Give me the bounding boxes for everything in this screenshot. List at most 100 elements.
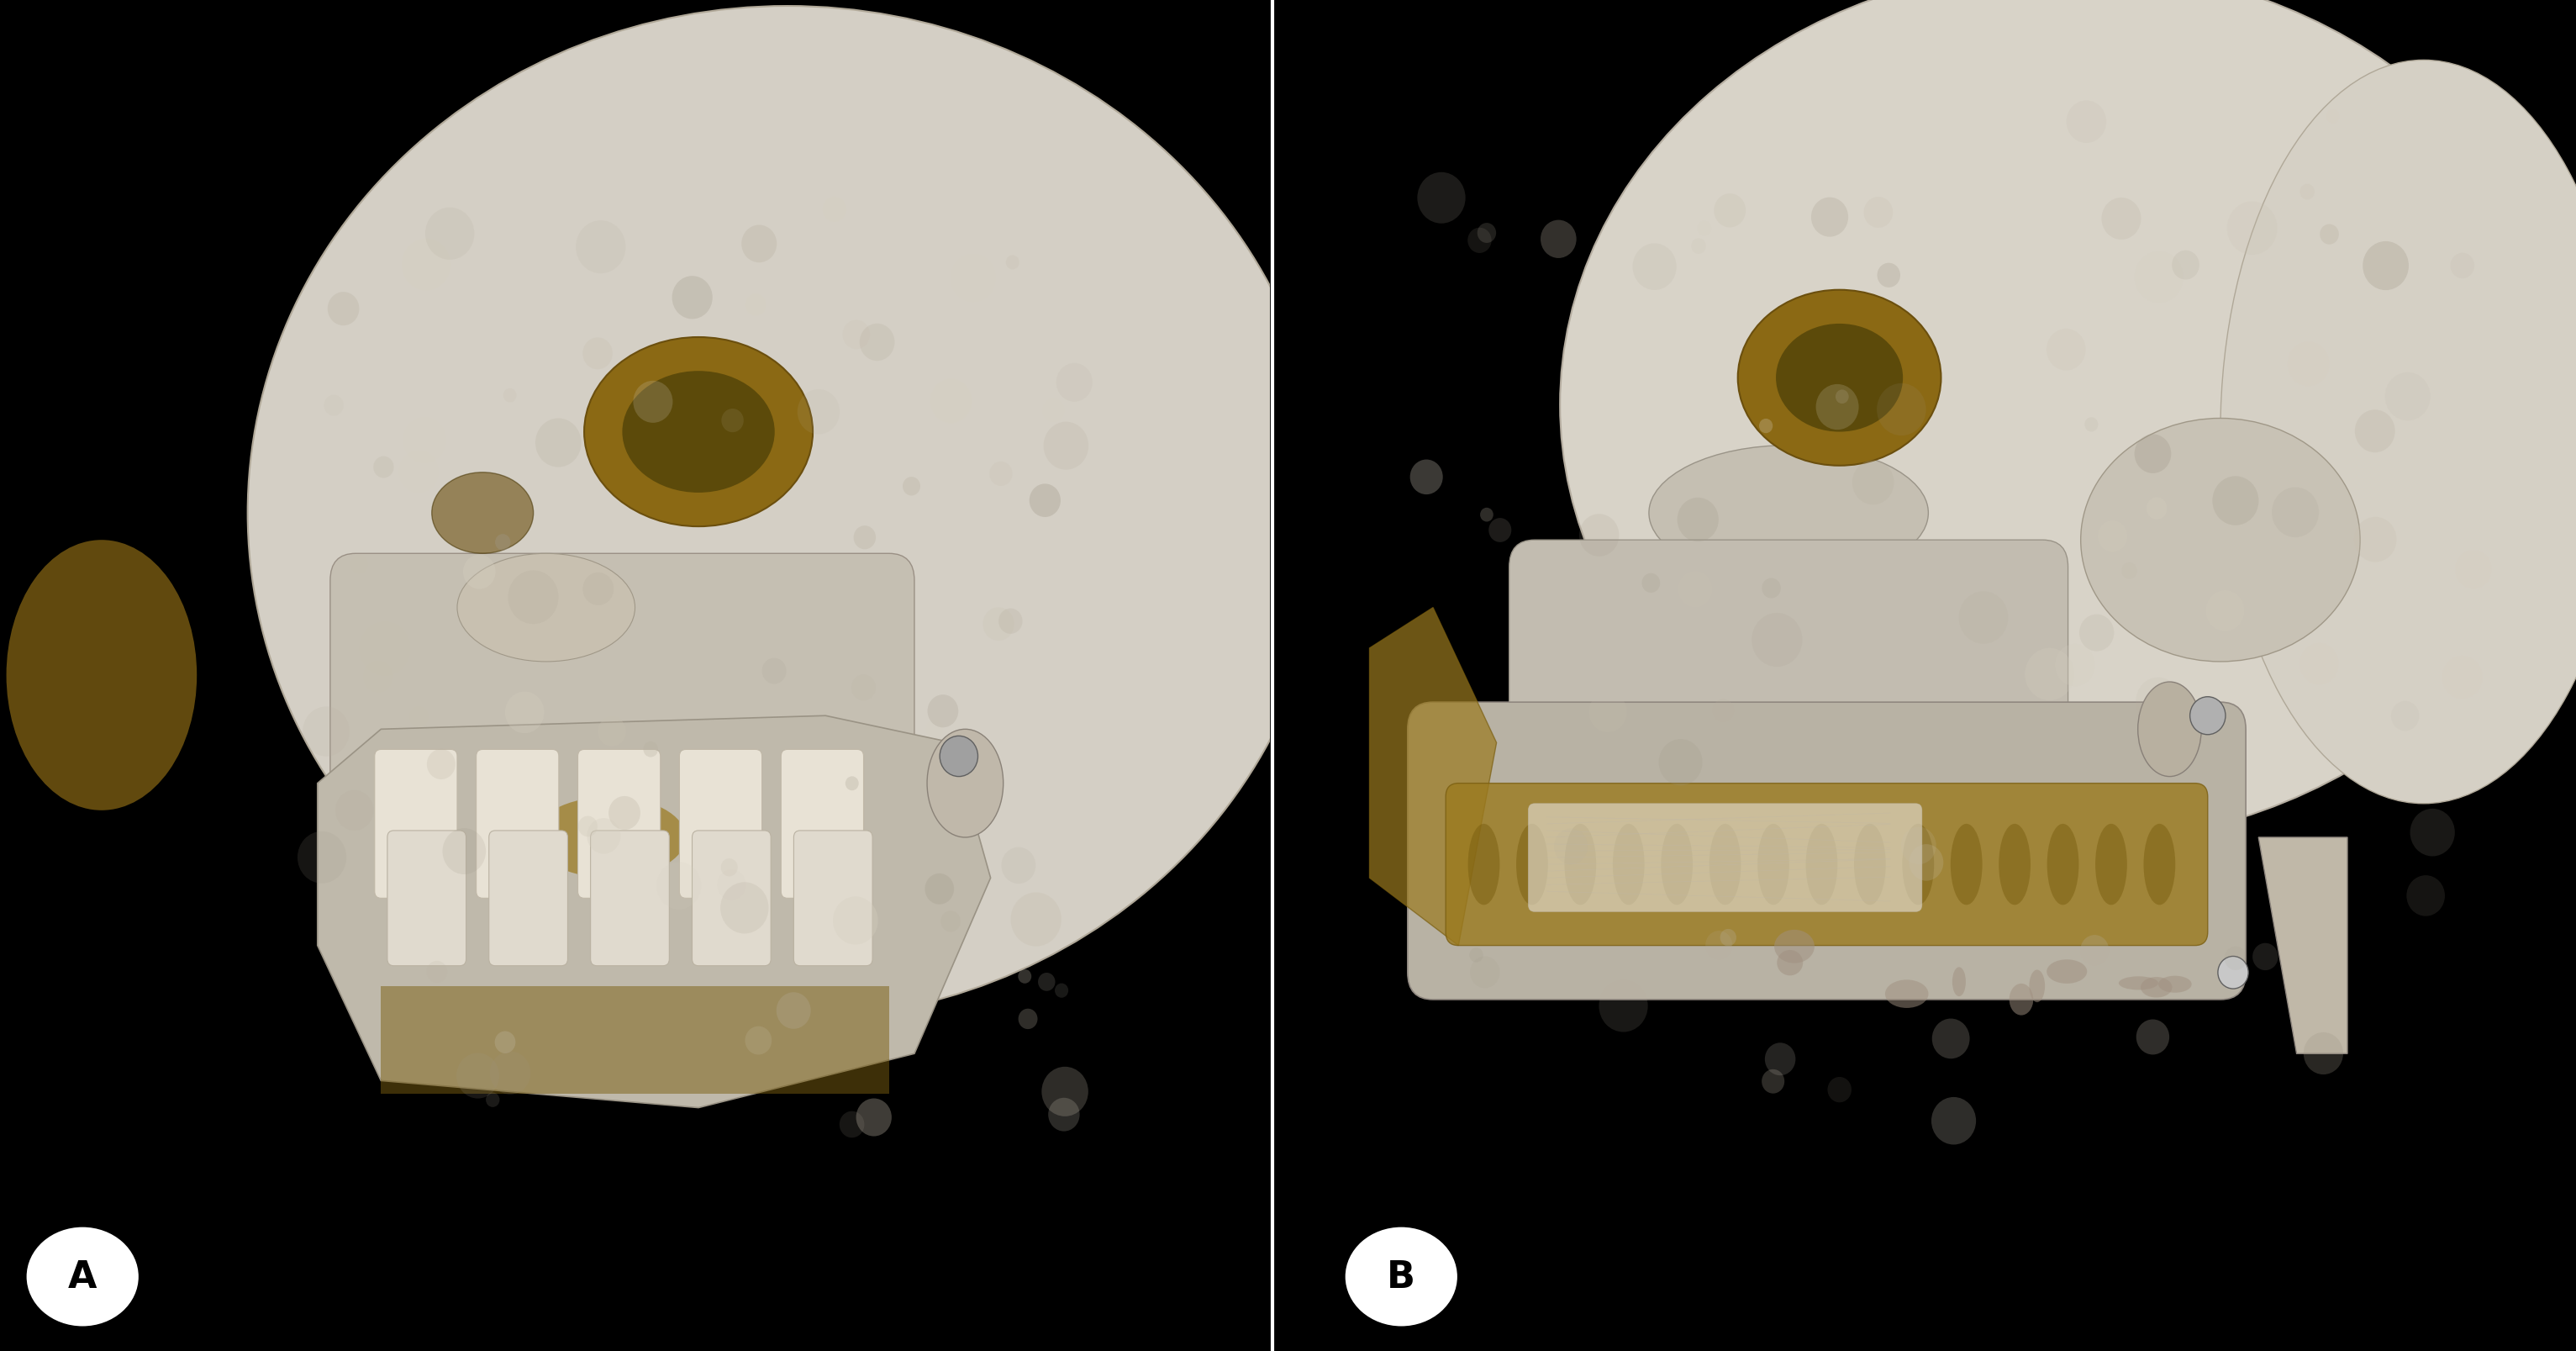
Circle shape: [2406, 875, 2445, 916]
Circle shape: [361, 621, 410, 676]
Circle shape: [940, 911, 961, 932]
Circle shape: [1489, 519, 1512, 543]
FancyBboxPatch shape: [1406, 703, 2246, 1000]
Circle shape: [2391, 701, 2419, 731]
FancyBboxPatch shape: [577, 750, 659, 898]
Ellipse shape: [247, 7, 1327, 1020]
Circle shape: [799, 390, 840, 435]
Ellipse shape: [1855, 824, 1886, 905]
Circle shape: [1005, 255, 1020, 270]
Circle shape: [1677, 571, 1713, 608]
Circle shape: [507, 570, 559, 624]
Ellipse shape: [1775, 929, 1814, 963]
Ellipse shape: [1886, 979, 1929, 1008]
Circle shape: [721, 859, 737, 877]
Circle shape: [1909, 844, 1942, 881]
Circle shape: [716, 870, 747, 901]
Circle shape: [402, 239, 451, 292]
Circle shape: [2045, 330, 2087, 372]
Circle shape: [832, 897, 878, 944]
Circle shape: [2136, 678, 2179, 725]
Circle shape: [363, 662, 392, 693]
Circle shape: [2450, 254, 2476, 280]
Circle shape: [2056, 644, 2094, 686]
Ellipse shape: [1649, 446, 1929, 581]
Circle shape: [577, 816, 598, 838]
Circle shape: [2354, 517, 2396, 562]
Ellipse shape: [1613, 824, 1643, 905]
Circle shape: [989, 462, 1012, 486]
FancyBboxPatch shape: [781, 750, 863, 898]
Ellipse shape: [1777, 950, 1803, 975]
Ellipse shape: [1775, 324, 1904, 432]
Circle shape: [1692, 239, 1705, 254]
Ellipse shape: [1564, 824, 1597, 905]
Circle shape: [2136, 1020, 2169, 1055]
Circle shape: [1030, 484, 1061, 517]
Circle shape: [2081, 935, 2110, 966]
Circle shape: [1837, 390, 1850, 404]
Ellipse shape: [456, 554, 636, 662]
Circle shape: [2084, 417, 2097, 432]
Circle shape: [775, 993, 811, 1029]
Circle shape: [1579, 515, 1620, 557]
Ellipse shape: [1662, 824, 1692, 905]
Circle shape: [1698, 222, 1710, 236]
Circle shape: [443, 828, 487, 874]
Circle shape: [951, 254, 997, 303]
Polygon shape: [1370, 608, 1497, 946]
FancyBboxPatch shape: [1445, 784, 2208, 946]
Circle shape: [1641, 574, 1659, 593]
Circle shape: [505, 692, 544, 734]
Polygon shape: [2259, 838, 2347, 1054]
Ellipse shape: [585, 338, 814, 527]
Circle shape: [1659, 739, 1703, 786]
Circle shape: [2228, 203, 2277, 255]
Circle shape: [744, 295, 765, 316]
Circle shape: [644, 742, 657, 758]
Circle shape: [1759, 419, 1772, 434]
Circle shape: [2226, 947, 2246, 970]
Ellipse shape: [26, 1227, 139, 1327]
Circle shape: [1852, 461, 1893, 505]
FancyBboxPatch shape: [793, 831, 873, 966]
Circle shape: [853, 526, 876, 550]
Circle shape: [2300, 185, 2316, 200]
Circle shape: [2300, 643, 2339, 685]
Circle shape: [327, 292, 358, 326]
Circle shape: [1705, 931, 1734, 959]
Text: A: A: [67, 1259, 98, 1294]
Ellipse shape: [2048, 824, 2079, 905]
Ellipse shape: [927, 730, 1002, 838]
Circle shape: [2218, 957, 2249, 989]
Ellipse shape: [2159, 975, 2192, 993]
Circle shape: [657, 862, 701, 909]
Circle shape: [325, 396, 343, 416]
Circle shape: [1010, 893, 1061, 947]
Circle shape: [2079, 615, 2115, 651]
Circle shape: [672, 277, 714, 320]
Circle shape: [2442, 657, 2483, 700]
Circle shape: [2190, 697, 2226, 735]
Circle shape: [2303, 1032, 2344, 1074]
Ellipse shape: [2141, 977, 2172, 998]
Ellipse shape: [2117, 977, 2159, 990]
FancyBboxPatch shape: [489, 831, 567, 966]
Ellipse shape: [374, 567, 693, 730]
Circle shape: [2102, 199, 2141, 240]
Ellipse shape: [1345, 1227, 1458, 1327]
Circle shape: [850, 676, 876, 701]
Circle shape: [2025, 648, 2074, 701]
Circle shape: [1633, 245, 1677, 290]
Circle shape: [1471, 957, 1499, 989]
Circle shape: [464, 555, 495, 589]
Circle shape: [1600, 981, 1649, 1032]
Circle shape: [2136, 435, 2172, 474]
Circle shape: [1811, 199, 1847, 238]
Circle shape: [598, 717, 626, 747]
Ellipse shape: [2081, 419, 2360, 662]
Ellipse shape: [1710, 824, 1741, 905]
Ellipse shape: [1739, 290, 1942, 466]
Circle shape: [902, 477, 920, 496]
Circle shape: [608, 796, 641, 831]
